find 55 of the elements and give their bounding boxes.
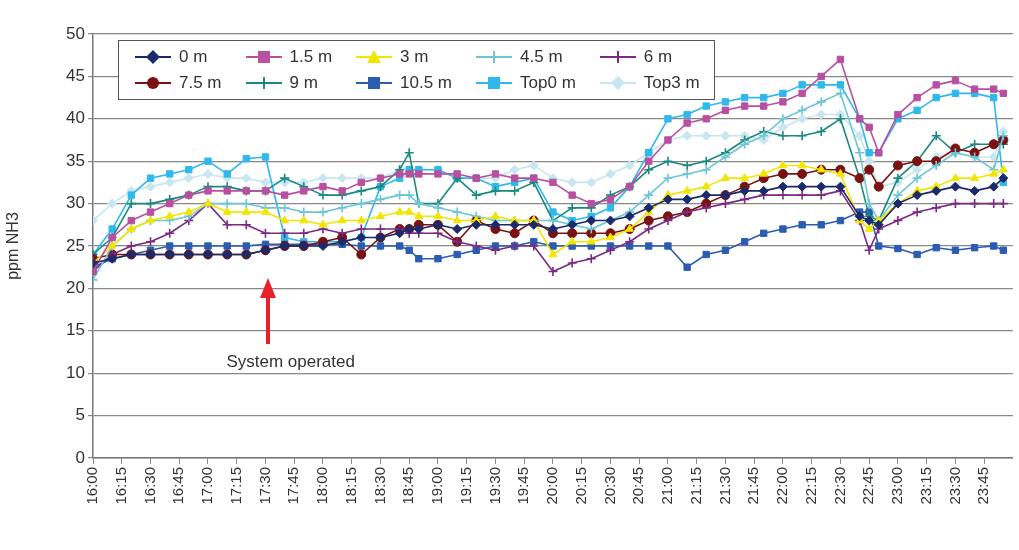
x-tick-label: 17:45 — [284, 467, 302, 505]
y-tick-label: 35 — [66, 150, 85, 170]
legend-label: Top0 m — [520, 73, 576, 93]
legend-label: 7.5 m — [179, 73, 222, 93]
y-tick-label: 30 — [66, 193, 85, 213]
y-tick-label: 5 — [75, 405, 85, 425]
x-tick-label: 18:45 — [399, 467, 417, 505]
x-tick-label: 19:45 — [514, 467, 532, 505]
legend-label: 6 m — [643, 47, 673, 67]
x-tick-label: 17:00 — [198, 467, 216, 505]
y-axis-title: ppm NH3 — [4, 212, 22, 280]
x-tick-label: 20:00 — [543, 467, 561, 505]
legend-label: 4.5 m — [520, 47, 563, 67]
y-tick-label: 50 — [66, 23, 85, 43]
x-tick-label: 20:15 — [571, 467, 589, 505]
y-tick-label: 25 — [66, 235, 85, 255]
x-tick-label: 17:30 — [255, 467, 273, 505]
legend-label: 0 m — [179, 47, 208, 67]
y-tick-label: 20 — [66, 278, 85, 298]
x-tick-label: 22:15 — [801, 467, 819, 505]
x-tick-label: 18:15 — [341, 467, 359, 505]
x-tick-label: 17:15 — [226, 467, 244, 505]
x-tick-label: 20:30 — [600, 467, 618, 505]
x-tick-label: 21:15 — [686, 467, 704, 505]
x-tick-label: 23:15 — [916, 467, 934, 505]
x-tick-label: 21:00 — [658, 467, 676, 505]
x-tick-label: 21:30 — [715, 467, 733, 505]
legend-label: 9 m — [289, 73, 318, 93]
x-tick-label: 23:30 — [945, 467, 963, 505]
x-tick-label: 21:45 — [744, 467, 762, 505]
x-tick-label: 18:00 — [313, 467, 331, 505]
x-tick-label: 22:00 — [773, 467, 791, 505]
annotation: System operated — [226, 351, 355, 371]
y-tick-label: 45 — [66, 66, 85, 86]
x-tick-label: 16:30 — [140, 467, 158, 505]
x-tick-label: 23:45 — [974, 467, 992, 505]
x-tick-label: 16:00 — [83, 467, 101, 505]
x-tick-label: 20:45 — [629, 467, 647, 505]
y-tick-label: 10 — [66, 362, 85, 382]
x-tick-label: 19:30 — [485, 467, 503, 505]
x-tick-label: 22:30 — [830, 467, 848, 505]
legend-label: 3 m — [400, 47, 429, 67]
x-tick-label: 16:15 — [111, 467, 129, 505]
x-tick-label: 19:00 — [428, 467, 446, 505]
legend-label: 10.5 m — [400, 73, 453, 93]
legend-label: Top3 m — [643, 73, 700, 93]
x-tick-label: 18:30 — [370, 467, 388, 505]
x-tick-label: 22:45 — [859, 467, 877, 505]
x-tick-label: 16:45 — [169, 467, 187, 505]
y-tick-label: 0 — [75, 447, 85, 467]
legend-label: 1.5 m — [289, 47, 333, 67]
y-tick-label: 15 — [66, 320, 85, 340]
y-tick-label: 40 — [66, 108, 85, 128]
x-tick-label: 23:00 — [888, 467, 906, 505]
x-tick-label: 19:15 — [456, 467, 474, 505]
